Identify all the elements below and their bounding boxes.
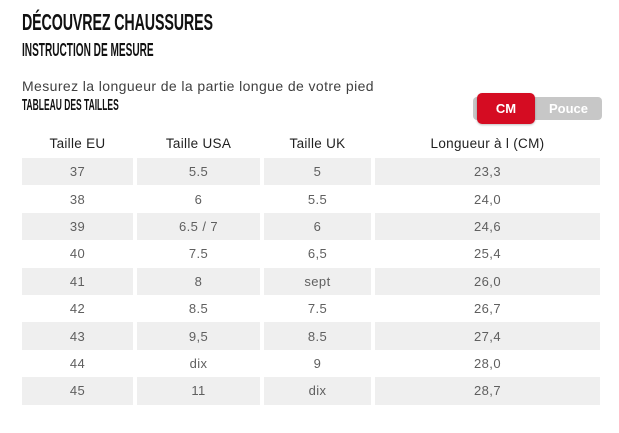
table-cell: 25,4 — [375, 240, 600, 268]
table-cell: 5.5 — [264, 185, 371, 213]
table-cell: 7.5 — [137, 240, 260, 268]
table-cell: 27,4 — [375, 322, 600, 350]
size-table-heading: TABLEAU DES TAILLES — [22, 97, 205, 115]
table-cell: 24,0 — [375, 185, 600, 213]
size-table: Taille EU Taille USA Taille UK Longueur à l… — [22, 128, 600, 405]
table-cell: 43 — [22, 322, 133, 350]
table-cell: 44 — [22, 349, 133, 378]
table-cell: sept — [264, 267, 371, 295]
table-cell: 7.5 — [264, 294, 371, 323]
size-table-heading-text: TABLEAU DES TAILLES — [22, 97, 119, 114]
table-cell: 6,5 — [264, 240, 371, 268]
page-title: DÉCOUVREZ CHAUSSURES — [22, 9, 330, 36]
unit-cm-button[interactable]: CM — [477, 93, 535, 124]
page-title-text: DÉCOUVREZ CHAUSSURES — [22, 9, 213, 35]
table-cell: 5.5 — [137, 158, 260, 186]
measure-instruction-text: Mesurez la longueur de la partie longue … — [22, 78, 374, 94]
table-cell: 38 — [22, 185, 133, 213]
measure-instruction-heading: INSTRUCTION DE MESURE — [22, 40, 257, 61]
table-cell: 6 — [264, 212, 371, 241]
table-cell: dix — [137, 349, 260, 378]
table-cell: 8.5 — [137, 294, 260, 323]
table-cell: 37 — [22, 158, 133, 186]
table-body: 37 5.5 5 23,3 38 6 5.5 24,0 39 6.5 / 7 6 24,6 40 7.5 6… — [22, 158, 600, 405]
table-cell: 28,7 — [375, 377, 600, 405]
table-cell: dix — [264, 377, 371, 405]
table-header-row: Taille EU Taille USA Taille UK Longueur à l… — [22, 128, 600, 158]
table-cell: 42 — [22, 294, 133, 323]
table-column-header: Taille EU — [49, 135, 106, 151]
table-cell: 9 — [264, 349, 371, 378]
table-cell: 39 — [22, 212, 133, 241]
table-column-header: Taille UK — [289, 135, 346, 151]
table-cell: 5 — [264, 158, 371, 186]
table-column-header: Longueur à l (CM) — [430, 135, 545, 151]
table-cell: 26,0 — [375, 267, 600, 295]
table-cell: 45 — [22, 377, 133, 405]
table-cell: 8.5 — [264, 322, 371, 350]
table-cell: 23,3 — [375, 158, 600, 186]
table-cell: 6.5 / 7 — [137, 212, 260, 241]
unit-toggle: CM Pouce — [473, 93, 602, 124]
table-cell: 9,5 — [137, 322, 260, 350]
table-cell: 8 — [137, 267, 260, 295]
table-cell: 28,0 — [375, 349, 600, 378]
table-cell: 24,6 — [375, 212, 600, 241]
table-cell: 11 — [137, 377, 260, 405]
unit-pouce-button[interactable]: Pouce — [535, 97, 602, 120]
table-cell: 6 — [137, 185, 260, 213]
table-cell: 41 — [22, 267, 133, 295]
table-column-header: Taille USA — [165, 135, 232, 151]
table-cell: 40 — [22, 240, 133, 268]
table-cell: 26,7 — [375, 294, 600, 323]
measure-instruction-heading-text: INSTRUCTION DE MESURE — [22, 40, 154, 60]
